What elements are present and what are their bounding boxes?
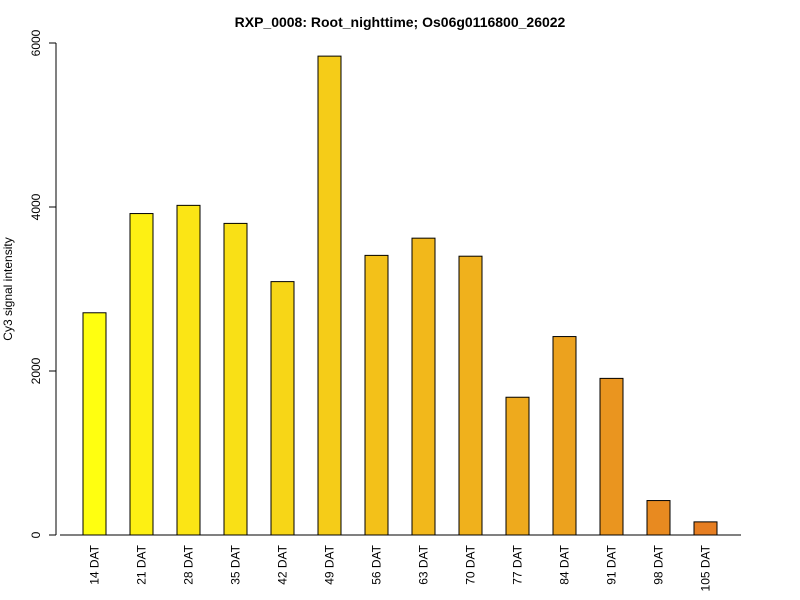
x-tick-label: 105 DAT <box>699 544 713 591</box>
bar-63-dat <box>411 237 436 536</box>
bar-77-dat <box>505 396 530 536</box>
y-tick-label: 6000 <box>29 29 43 56</box>
bar-28-dat <box>176 204 201 536</box>
x-tick-label: 70 DAT <box>464 544 478 584</box>
bar-35-dat <box>223 222 248 536</box>
x-tick-label: 14 DAT <box>88 544 102 584</box>
x-tick-label: 49 DAT <box>323 544 337 584</box>
bar-84-dat <box>552 336 577 536</box>
y-tick-label: 2000 <box>29 357 43 384</box>
x-tick-label: 42 DAT <box>276 544 290 584</box>
x-tick-label: 77 DAT <box>511 544 525 584</box>
bar-98-dat <box>646 500 671 536</box>
x-tick-label: 28 DAT <box>182 544 196 584</box>
x-tick-label: 91 DAT <box>605 544 619 584</box>
x-axis: 14 DAT 21 DAT 28 DAT 35 DAT 42 DAT 49 DAT 56 D… <box>60 534 741 591</box>
bar-49-dat <box>317 55 342 536</box>
bar-56-dat <box>364 254 389 536</box>
x-tick-label: 63 DAT <box>417 544 431 584</box>
bar-105-dat <box>693 521 718 536</box>
x-tick-label: 98 DAT <box>652 544 666 584</box>
y-tick-label: 0 <box>29 531 43 538</box>
y-axis: 0 2000 4000 6000 <box>29 29 57 538</box>
bars-group <box>82 55 718 536</box>
x-tick-label: 56 DAT <box>370 544 384 584</box>
bar-91-dat <box>599 377 624 536</box>
bar-42-dat <box>270 281 295 536</box>
x-tick-label: 35 DAT <box>229 544 243 584</box>
x-tick-label: 21 DAT <box>135 544 149 584</box>
bar-21-dat <box>129 213 154 536</box>
y-axis-label: Cy3 signal intensity <box>1 237 15 340</box>
y-tick-label: 4000 <box>29 193 43 220</box>
x-tick-label: 84 DAT <box>558 544 572 584</box>
chart-title: RXP_0008: Root_nighttime; Os06g0116800_2… <box>235 14 566 30</box>
bar-70-dat <box>458 255 483 536</box>
bar-14-dat <box>82 312 107 536</box>
